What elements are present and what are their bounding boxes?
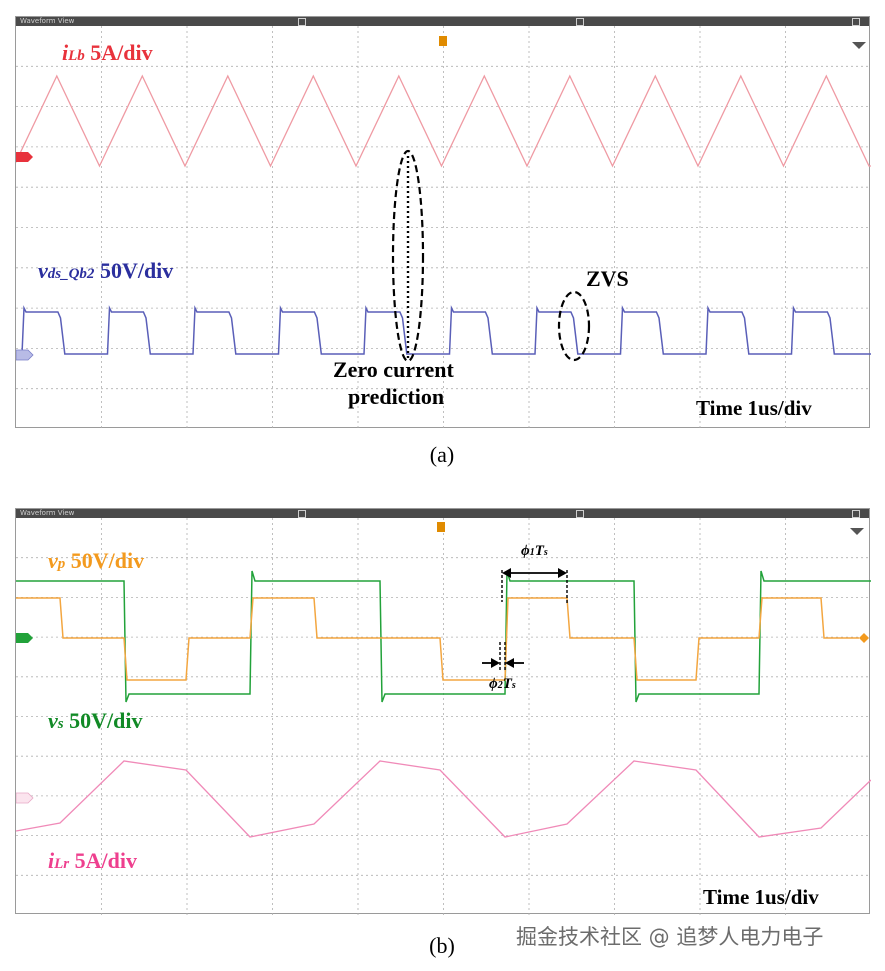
time-scale-a: Time 1us/div: [696, 396, 812, 420]
scope-panel-a: Waveform View: [15, 16, 871, 429]
annotation-zero-current-1: Zero current: [333, 357, 454, 382]
phi1-arrowhead-left: [502, 568, 511, 578]
scope-panel-b: Waveform View: [15, 508, 871, 915]
annotation-zero-current-2: prediction: [348, 384, 445, 409]
grid-a: [16, 26, 871, 429]
time-scale-b: Time 1us/div: [703, 885, 819, 909]
scope-title-bar-a: Waveform View: [16, 17, 869, 26]
scope-window-title-a: Waveform View: [20, 17, 75, 25]
annotation-zvs: ZVS: [586, 266, 629, 291]
trigger-marker-a: [439, 36, 447, 46]
watermark: 掘金技术社区 @ 追梦人电力电子: [516, 925, 824, 949]
trigger-marker-b: [437, 522, 445, 532]
phi2-arrowhead-left: [491, 658, 500, 668]
scope-plot-b: [16, 518, 871, 915]
channel-marker-c4: [16, 349, 34, 361]
scope-window-title-b: Waveform View: [20, 509, 75, 517]
caption-a: (a): [429, 442, 455, 467]
trace-vp: [16, 597, 859, 681]
corner-indicator-b: [850, 528, 864, 535]
grid-b: [16, 518, 871, 915]
trace-vs: [16, 570, 871, 703]
label-vp: vp 50V/div: [48, 548, 145, 573]
annotation-phi2-Ts: ϕ2Ts: [489, 676, 516, 692]
scope-plot-a: [16, 26, 871, 429]
label-iLr: iLr 5A/div: [48, 848, 137, 873]
trace-iLr: [16, 760, 871, 838]
phi2-arrowhead-right: [505, 658, 514, 668]
annotation-phi1-Ts: ϕ1Ts: [521, 543, 548, 559]
channel-marker-c1: [16, 152, 33, 162]
channel-marker-c2-right: [859, 633, 869, 643]
caption-b: (b): [429, 933, 455, 958]
label-vs: vs 50V/div: [48, 708, 143, 733]
label-iLb: iLb 5A/div: [62, 40, 153, 65]
phi1-arrowhead-right: [558, 568, 567, 578]
trace-vds-Qb2: [16, 305, 871, 355]
zero-current-ellipse: [391, 149, 425, 363]
label-vds-Qb2: vds_Qb2 50V/div: [38, 258, 174, 283]
channel-marker-c3: [16, 633, 33, 643]
zvs-ellipse: [557, 290, 591, 362]
trace-iLb: [16, 74, 871, 168]
corner-indicator-a: [852, 42, 866, 49]
channel-marker-c7: [16, 792, 34, 804]
scope-title-bar-b: Waveform View: [16, 509, 869, 518]
